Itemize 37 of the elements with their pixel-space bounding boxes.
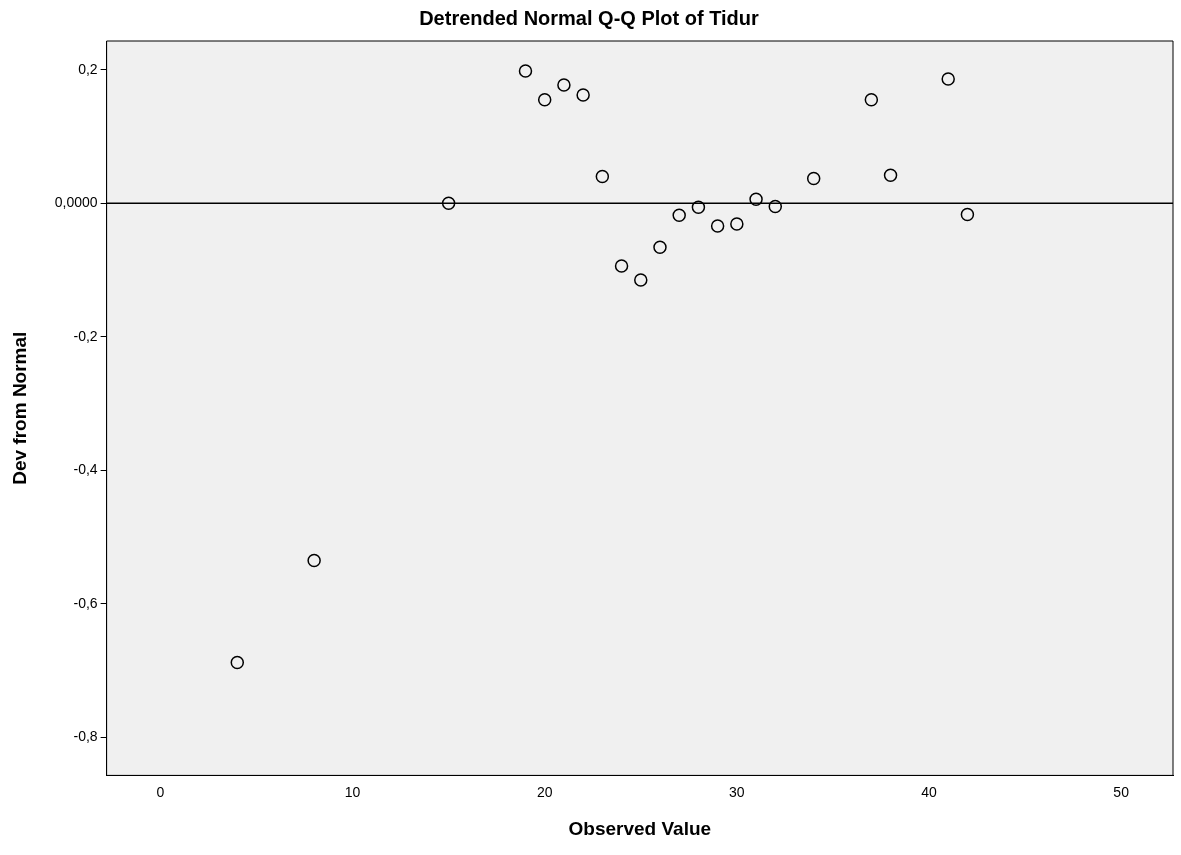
x-tick-label: 40 <box>921 783 937 800</box>
point <box>441 196 456 210</box>
point <box>749 192 763 206</box>
y-axis-title: Dev from Normal <box>8 331 30 485</box>
point <box>691 200 706 214</box>
y-tick-label: -0,6 <box>73 594 98 611</box>
chart-title: Detrended Normal Q-Q Plot of Tidur <box>419 6 760 29</box>
y-tick-label: -0,4 <box>73 461 98 478</box>
x-axis-title: Observed Value <box>568 817 712 839</box>
y-tick-label: -0,2 <box>73 327 98 344</box>
point <box>557 78 571 92</box>
point <box>730 217 744 231</box>
point <box>864 93 879 107</box>
point <box>883 168 898 182</box>
x-tick-label: 30 <box>729 783 745 800</box>
y-tick-label: 0,2 <box>78 60 98 77</box>
point <box>595 169 610 184</box>
point <box>307 553 321 568</box>
point <box>653 240 667 255</box>
y-tick-label: 0,0000 <box>54 194 98 211</box>
point <box>518 64 533 78</box>
x-tick-label: 10 <box>344 783 361 800</box>
point <box>806 171 821 186</box>
point <box>960 207 975 222</box>
x-tick-label: 50 <box>1113 783 1130 800</box>
point <box>614 259 629 273</box>
point <box>710 219 725 233</box>
point <box>634 273 648 287</box>
point <box>672 208 686 222</box>
x-tick-label: 0 <box>156 783 165 800</box>
y-tick-label: -0,8 <box>73 728 98 745</box>
point <box>768 199 783 214</box>
point <box>576 88 590 102</box>
point <box>941 72 955 86</box>
point <box>230 655 245 670</box>
point <box>537 93 552 107</box>
x-tick-label: 20 <box>536 783 553 800</box>
